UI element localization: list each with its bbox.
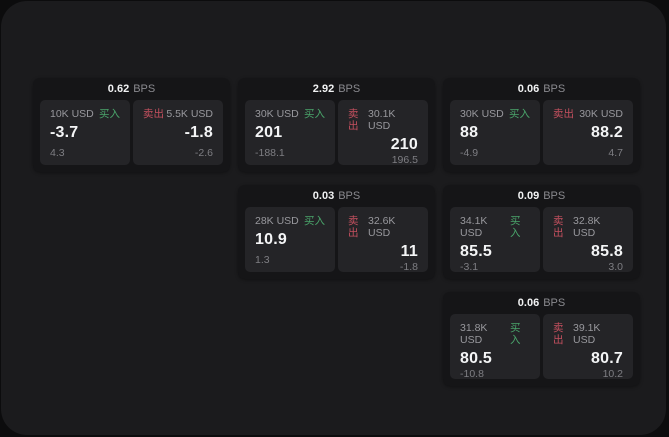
quote-card: 0.03 BPS 28K USD 买入 10.9 1.3 卖出 32.6K US… xyxy=(238,185,435,279)
sell-change: -1.8 xyxy=(399,261,418,273)
sell-side-label: 卖出 xyxy=(553,215,564,239)
sell-price: 88.2 xyxy=(591,124,623,141)
sell-panel[interactable]: 卖出 32.8K USD 85.8 3.0 xyxy=(543,207,633,273)
sell-side-label: 卖出 xyxy=(348,215,359,239)
sell-panel[interactable]: 卖出 30K USD 88.2 4.7 xyxy=(543,100,633,165)
quote-card-body: 31.8K USD 买入 80.5 -10.8 卖出 39.1K USD 80.… xyxy=(443,314,640,386)
buy-side-label: 买入 xyxy=(304,215,325,227)
buy-price: 201 xyxy=(255,124,283,141)
bps-spread-header: 0.03 BPS xyxy=(238,185,435,207)
buy-panel[interactable]: 31.8K USD 买入 80.5 -10.8 xyxy=(450,314,540,380)
bps-spread-header: 0.62 BPS xyxy=(33,78,230,100)
buy-panel[interactable]: 30K USD 买入 201 -188.1 xyxy=(245,100,335,165)
sell-panel[interactable]: 卖出 39.1K USD 80.7 10.2 xyxy=(543,314,633,380)
quote-card-body: 10K USD 买入 -3.7 4.3 卖出 5.5K USD -1.8 -2.… xyxy=(33,100,230,172)
buy-panel[interactable]: 28K USD 买入 10.9 1.3 xyxy=(245,207,335,272)
buy-price: 10.9 xyxy=(255,231,287,248)
quote-card: 0.06 BPS 31.8K USD 买入 80.5 -10.8 卖出 39.1… xyxy=(443,292,640,386)
buy-price: -3.7 xyxy=(50,124,79,141)
buy-change: -188.1 xyxy=(255,147,285,159)
sell-amount-label: 30K USD xyxy=(579,108,623,120)
sell-change: 4.7 xyxy=(608,147,623,159)
buy-change: -10.8 xyxy=(460,368,484,380)
bps-spread-header: 0.06 BPS xyxy=(443,78,640,100)
sell-change: -2.6 xyxy=(194,147,213,159)
buy-change: -4.9 xyxy=(460,147,479,159)
sell-panel[interactable]: 卖出 5.5K USD -1.8 -2.6 xyxy=(133,100,223,165)
sell-side-label: 卖出 xyxy=(553,108,574,120)
bps-value: 0.62 xyxy=(107,83,130,95)
quote-card: 0.62 BPS 10K USD 买入 -3.7 4.3 卖出 5.5K USD xyxy=(33,78,230,172)
buy-amount-label: 30K USD xyxy=(255,108,299,120)
quote-card-body: 30K USD 买入 201 -188.1 卖出 30.1K USD 210 1… xyxy=(238,100,435,172)
buy-change: -3.1 xyxy=(460,261,479,273)
buy-panel[interactable]: 30K USD 买入 88 -4.9 xyxy=(450,100,540,165)
buy-panel[interactable]: 34.1K USD 买入 85.5 -3.1 xyxy=(450,207,540,273)
sell-amount-label: 32.6K USD xyxy=(367,215,396,239)
bps-unit-label: BPS xyxy=(338,83,361,95)
sell-panel[interactable]: 卖出 30.1K USD 210 196.5 xyxy=(338,100,428,166)
bps-spread-header: 0.06 BPS xyxy=(443,292,640,314)
buy-side-label: 买入 xyxy=(510,322,521,346)
buy-price: 88 xyxy=(460,124,479,141)
quote-card: 0.09 BPS 34.1K USD 买入 85.5 -3.1 卖出 32.8K… xyxy=(443,185,640,279)
buy-amount-label: 28K USD xyxy=(255,215,299,227)
quote-card: 0.06 BPS 30K USD 买入 88 -4.9 卖出 30K USD xyxy=(443,78,640,172)
sell-amount-label: 32.8K USD xyxy=(572,215,601,239)
sell-amount-label: 39.1K USD xyxy=(572,322,601,346)
quote-card-body: 30K USD 买入 88 -4.9 卖出 30K USD 88.2 4.7 xyxy=(443,100,640,172)
buy-side-label: 买入 xyxy=(509,108,530,120)
quote-card: 2.92 BPS 30K USD 买入 201 -188.1 卖出 30.1K … xyxy=(238,78,435,172)
bps-spread-header: 0.09 BPS xyxy=(443,185,640,207)
sell-price: 85.8 xyxy=(591,243,623,260)
buy-side-label: 买入 xyxy=(510,215,521,239)
sell-side-label: 卖出 xyxy=(553,322,564,346)
bps-value: 2.92 xyxy=(312,83,335,95)
buy-side-label: 买入 xyxy=(304,108,325,120)
bps-unit-label: BPS xyxy=(338,190,361,202)
sell-change: 196.5 xyxy=(391,154,418,166)
sell-amount-label: 5.5K USD xyxy=(166,108,213,120)
bps-value: 0.09 xyxy=(517,190,540,202)
bps-spread-header: 2.92 BPS xyxy=(238,78,435,100)
buy-amount-label: 10K USD xyxy=(50,108,94,120)
buy-price: 85.5 xyxy=(460,243,492,260)
buy-change: 1.3 xyxy=(255,254,270,266)
sell-price: -1.8 xyxy=(184,124,213,141)
buy-amount-label: 30K USD xyxy=(460,108,504,120)
sell-price: 210 xyxy=(390,136,418,153)
bps-value: 0.03 xyxy=(312,190,335,202)
sell-change: 10.2 xyxy=(602,368,623,380)
quote-card-body: 28K USD 买入 10.9 1.3 卖出 32.6K USD 11 -1.8 xyxy=(238,207,435,279)
sell-panel[interactable]: 卖出 32.6K USD 11 -1.8 xyxy=(338,207,428,273)
sell-side-label: 卖出 xyxy=(348,108,359,132)
sell-amount-label: 30.1K USD xyxy=(367,108,396,132)
bps-value: 0.06 xyxy=(517,83,540,95)
sell-price: 11 xyxy=(400,243,418,260)
bps-unit-label: BPS xyxy=(543,190,566,202)
buy-panel[interactable]: 10K USD 买入 -3.7 4.3 xyxy=(40,100,130,165)
bps-unit-label: BPS xyxy=(543,297,566,309)
buy-amount-label: 34.1K USD xyxy=(460,215,488,239)
buy-price: 80.5 xyxy=(460,350,492,367)
buy-amount-label: 31.8K USD xyxy=(460,322,488,346)
sell-side-label: 卖出 xyxy=(143,108,164,120)
quote-card-body: 34.1K USD 买入 85.5 -3.1 卖出 32.8K USD 85.8… xyxy=(443,207,640,279)
buy-change: 4.3 xyxy=(50,147,65,159)
buy-side-label: 买入 xyxy=(99,108,120,120)
sell-change: 3.0 xyxy=(608,261,623,273)
sell-price: 80.7 xyxy=(591,350,623,367)
bps-unit-label: BPS xyxy=(133,83,156,95)
bps-unit-label: BPS xyxy=(543,83,566,95)
bps-value: 0.06 xyxy=(517,297,540,309)
